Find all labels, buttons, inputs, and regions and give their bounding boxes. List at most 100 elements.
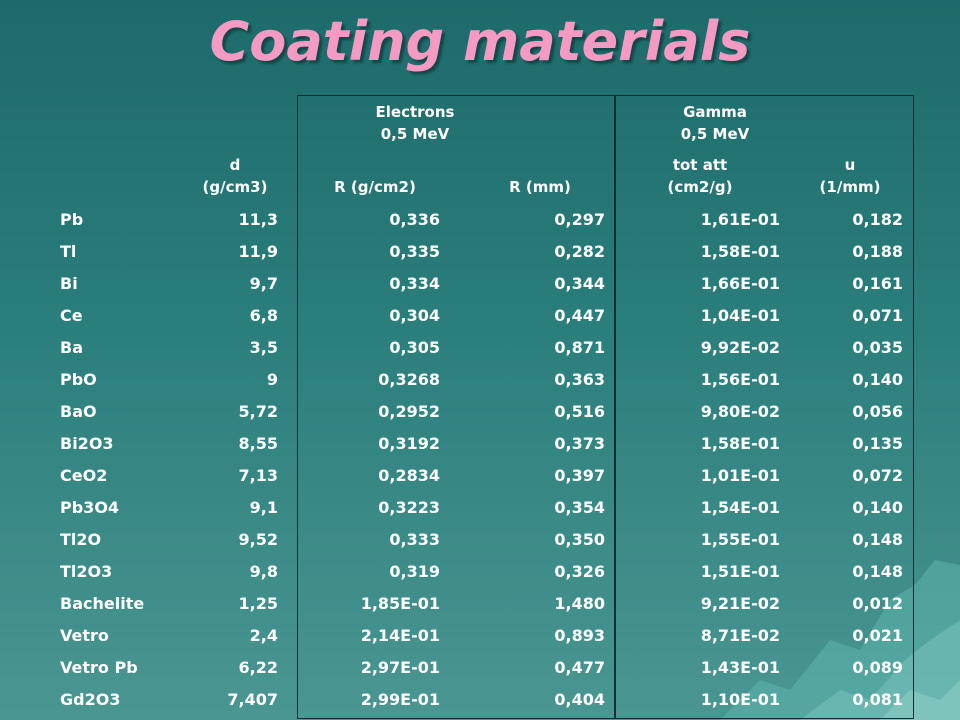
u-value: 0,188 bbox=[852, 242, 903, 261]
gamma-group-box bbox=[614, 95, 914, 719]
column-header-u: u (1/mm) bbox=[800, 154, 900, 198]
density-value: 8,55 bbox=[238, 434, 278, 453]
column-header-r-g-line1: R (g/cm2) bbox=[334, 178, 416, 196]
density-value: 9 bbox=[266, 370, 278, 389]
material-name: Pb bbox=[60, 210, 84, 229]
density-value: 7,407 bbox=[227, 690, 278, 709]
density-value: 9,52 bbox=[238, 530, 278, 549]
material-name: PbO bbox=[60, 370, 97, 389]
tot-att-value: 1,61E-01 bbox=[700, 210, 780, 229]
u-value: 0,072 bbox=[852, 466, 903, 485]
density-value: 9,1 bbox=[249, 498, 278, 517]
range-g-cm2-value: 0,3223 bbox=[378, 498, 440, 517]
tot-att-value: 1,55E-01 bbox=[700, 530, 780, 549]
tot-att-value: 1,43E-01 bbox=[700, 658, 780, 677]
density-value: 6,8 bbox=[249, 306, 278, 325]
tot-att-value: 9,92E-02 bbox=[700, 338, 780, 357]
range-g-cm2-value: 0,2834 bbox=[378, 466, 440, 485]
range-mm-value: 0,326 bbox=[554, 562, 605, 581]
range-mm-value: 0,516 bbox=[554, 402, 605, 421]
u-value: 0,140 bbox=[852, 498, 903, 517]
density-value: 11,9 bbox=[238, 242, 278, 261]
u-value: 0,056 bbox=[852, 402, 903, 421]
gamma-header: Gamma 0,5 MeV bbox=[600, 101, 830, 145]
electrons-energy: 0,5 MeV bbox=[380, 125, 450, 143]
range-g-cm2-value: 0,304 bbox=[389, 306, 440, 325]
range-g-cm2-value: 0,335 bbox=[389, 242, 440, 261]
tot-att-value: 1,56E-01 bbox=[700, 370, 780, 389]
gamma-label: Gamma bbox=[683, 103, 747, 121]
u-value: 0,089 bbox=[852, 658, 903, 677]
u-value: 0,140 bbox=[852, 370, 903, 389]
range-mm-value: 0,297 bbox=[554, 210, 605, 229]
u-value: 0,012 bbox=[852, 594, 903, 613]
u-value: 0,021 bbox=[852, 626, 903, 645]
material-name: Vetro Pb bbox=[60, 658, 138, 677]
range-g-cm2-value: 0,2952 bbox=[378, 402, 440, 421]
range-mm-value: 0,373 bbox=[554, 434, 605, 453]
material-name: Bi bbox=[60, 274, 78, 293]
column-header-r-mm-line1: R (mm) bbox=[509, 178, 571, 196]
range-mm-value: 0,893 bbox=[554, 626, 605, 645]
density-value: 2,4 bbox=[249, 626, 278, 645]
density-value: 9,8 bbox=[249, 562, 278, 581]
range-mm-value: 0,404 bbox=[554, 690, 605, 709]
density-value: 5,72 bbox=[238, 402, 278, 421]
range-g-cm2-value: 0,319 bbox=[389, 562, 440, 581]
range-mm-value: 0,477 bbox=[554, 658, 605, 677]
column-header-tot-att-line1: tot att bbox=[672, 156, 728, 174]
tot-att-value: 1,54E-01 bbox=[700, 498, 780, 517]
range-g-cm2-value: 2,97E-01 bbox=[360, 658, 440, 677]
material-name: Vetro bbox=[60, 626, 109, 645]
density-value: 6,22 bbox=[238, 658, 278, 677]
tot-att-value: 1,10E-01 bbox=[700, 690, 780, 709]
electrons-group-box bbox=[297, 95, 616, 719]
u-value: 0,182 bbox=[852, 210, 903, 229]
tot-att-value: 8,71E-02 bbox=[700, 626, 780, 645]
range-mm-value: 0,871 bbox=[554, 338, 605, 357]
range-g-cm2-value: 0,333 bbox=[389, 530, 440, 549]
u-value: 0,148 bbox=[852, 562, 903, 581]
u-value: 0,071 bbox=[852, 306, 903, 325]
range-g-cm2-value: 1,85E-01 bbox=[360, 594, 440, 613]
u-value: 0,148 bbox=[852, 530, 903, 549]
material-name: Ce bbox=[60, 306, 83, 325]
u-value: 0,135 bbox=[852, 434, 903, 453]
range-g-cm2-value: 0,305 bbox=[389, 338, 440, 357]
material-name: Ba bbox=[60, 338, 83, 357]
range-mm-value: 0,447 bbox=[554, 306, 605, 325]
range-mm-value: 0,354 bbox=[554, 498, 605, 517]
density-value: 1,25 bbox=[238, 594, 278, 613]
material-name: Gd2O3 bbox=[60, 690, 121, 709]
density-value: 9,7 bbox=[249, 274, 278, 293]
material-name: Pb3O4 bbox=[60, 498, 120, 517]
material-name: Tl bbox=[60, 242, 77, 261]
column-header-tot-att-line2: (cm2/g) bbox=[667, 178, 733, 196]
range-mm-value: 0,282 bbox=[554, 242, 605, 261]
tot-att-value: 1,04E-01 bbox=[700, 306, 780, 325]
range-mm-value: 0,363 bbox=[554, 370, 605, 389]
range-g-cm2-value: 2,99E-01 bbox=[360, 690, 440, 709]
range-g-cm2-value: 0,3268 bbox=[378, 370, 440, 389]
tot-att-value: 1,66E-01 bbox=[700, 274, 780, 293]
u-value: 0,081 bbox=[852, 690, 903, 709]
electrons-label: Electrons bbox=[375, 103, 455, 121]
density-value: 7,13 bbox=[238, 466, 278, 485]
column-header-tot-att: tot att (cm2/g) bbox=[640, 154, 760, 198]
column-header-u-line1: u bbox=[844, 156, 856, 174]
electrons-header: Electrons 0,5 MeV bbox=[325, 101, 505, 145]
column-header-d-line2: (g/cm3) bbox=[202, 178, 268, 196]
tot-att-value: 9,80E-02 bbox=[700, 402, 780, 421]
range-g-cm2-value: 0,3192 bbox=[378, 434, 440, 453]
tot-att-value: 1,01E-01 bbox=[700, 466, 780, 485]
material-name: Bi2O3 bbox=[60, 434, 114, 453]
density-value: 3,5 bbox=[249, 338, 278, 357]
density-value: 11,3 bbox=[238, 210, 278, 229]
range-g-cm2-value: 2,14E-01 bbox=[360, 626, 440, 645]
tot-att-value: 1,58E-01 bbox=[700, 434, 780, 453]
tot-att-value: 1,51E-01 bbox=[700, 562, 780, 581]
range-mm-value: 0,350 bbox=[554, 530, 605, 549]
material-name: BaO bbox=[60, 402, 97, 421]
material-name: CeO2 bbox=[60, 466, 108, 485]
column-header-r-mm: R (mm) bbox=[490, 176, 590, 198]
